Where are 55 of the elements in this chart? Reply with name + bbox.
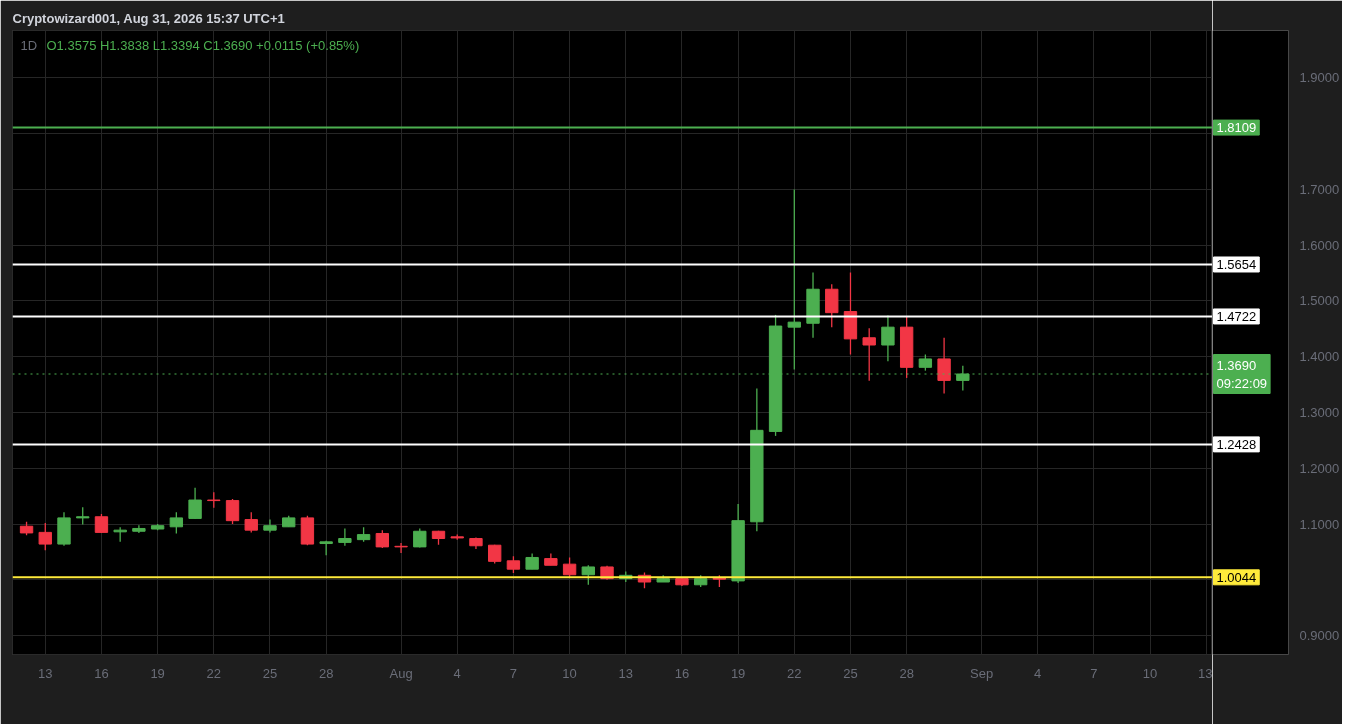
ref-line-label: 1.8109 — [1216, 120, 1257, 136]
y-tick-label: 1.9000 — [1299, 70, 1340, 86]
y-tick-label: 1.1000 — [1299, 516, 1340, 532]
candlestick — [338, 527, 352, 547]
candlestick — [862, 327, 876, 382]
x-tick-label: 28 — [899, 665, 914, 681]
candlestick — [38, 522, 52, 551]
candlestick — [169, 511, 184, 535]
y-tick-label: 1.6000 — [1299, 237, 1340, 253]
x-tick-label: 16 — [94, 665, 109, 681]
candlestick — [225, 498, 240, 525]
candlestick — [937, 337, 951, 395]
y-tick-label: 0.9000 — [1299, 628, 1340, 644]
ref-line-label: 1.4722 — [1216, 308, 1257, 324]
candlestick — [581, 564, 595, 586]
x-tick-label: 16 — [674, 665, 690, 681]
x-tick-label: 7 — [1090, 665, 1098, 681]
y-tick-label: 1.5000 — [1299, 293, 1340, 309]
y-tick-label: 1.2000 — [1299, 460, 1340, 476]
candlestick — [413, 527, 427, 549]
x-tick-label: 22 — [206, 665, 222, 681]
x-tick-label: 4 — [453, 665, 461, 681]
x-tick-label: 4 — [1034, 665, 1042, 681]
x-tick-label: 28 — [318, 665, 334, 681]
text: Cryptowizard001, Aug 31, 2026 15:37 UTC+1 — [12, 10, 285, 26]
candlestick — [188, 487, 202, 520]
y-tick-label: 1.4000 — [1299, 349, 1340, 365]
x-tick-label: 19 — [730, 665, 746, 681]
text: 1D — [20, 37, 38, 53]
x-tick-label: 13 — [38, 665, 53, 681]
candlestick — [94, 513, 109, 534]
ref-line-label: 1.3690 09:22:09 — [1216, 357, 1268, 391]
x-tick-label: 19 — [150, 665, 165, 681]
x-tick-label: 25 — [843, 665, 858, 681]
x-tick-label: Sep — [969, 665, 994, 681]
x-tick-label: 13 — [618, 665, 633, 681]
y-tick-label: 1.3000 — [1299, 404, 1340, 420]
x-tick-label: 10 — [1142, 665, 1158, 681]
candlestick — [244, 511, 258, 534]
x-tick-label: Aug — [389, 665, 413, 681]
x-tick-label: 10 — [562, 665, 577, 681]
x-tick-label: 7 — [509, 665, 518, 681]
x-tick-label: 22 — [787, 665, 802, 681]
text: O1.3575 H1.3838 L1.3394 C1.3690 +0.0115 (+0.85%) — [46, 37, 360, 53]
candlestick — [394, 542, 408, 554]
candlestick — [562, 556, 577, 579]
ref-line-label: 1.2428 — [1216, 436, 1257, 452]
ref-line-label: 1.5654 — [1216, 256, 1257, 272]
candlestick — [825, 283, 839, 328]
candlestick — [787, 188, 801, 371]
candlestick — [881, 314, 895, 362]
y-tick-label: 1.7000 — [1299, 181, 1340, 197]
ref-line-label: 1.0044 — [1216, 569, 1257, 585]
x-tick-label: 25 — [262, 665, 278, 681]
x-tick-label: 13 — [1198, 665, 1213, 681]
